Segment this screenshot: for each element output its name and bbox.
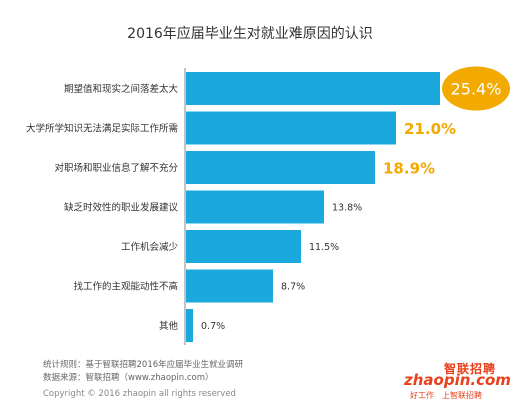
bar-5 <box>186 269 273 303</box>
category-label-0: 期望值和现实之间落差太大 <box>64 83 179 95</box>
category-label-5: 找工作的主观能动性不高 <box>73 281 178 293</box>
value-label-3: 13.8% <box>332 203 362 214</box>
bar-4 <box>186 230 301 263</box>
source-note-data: 数据来源：智联招聘（www.zhaopin.com） <box>43 373 214 383</box>
value-label-5: 8.7% <box>281 282 305 293</box>
category-label-2: 对职场和职业信息了解不充分 <box>54 162 178 174</box>
logo-slogan: 好工作 上智联招聘 <box>410 391 482 400</box>
value-label-1: 21.0% <box>404 120 456 138</box>
bars-group: 期望值和现实之间落差太大 25.4% 大学所学知识无法满足实际工作所需 21.0% 对职… <box>26 66 510 342</box>
bar-1 <box>186 111 396 145</box>
logo-name-cn: 智联招聘 <box>444 362 497 376</box>
value-label-4: 11.5% <box>309 242 339 253</box>
value-label-2: 18.9% <box>383 160 435 178</box>
category-label-1: 大学所学知识无法满足实际工作所需 <box>26 123 178 135</box>
category-label-3: 缺乏时效性的职业发展建议 <box>64 202 179 214</box>
bar-3 <box>186 190 324 224</box>
category-label-4: 工作机会减少 <box>121 241 179 253</box>
chart-title: 2016年应届毕业生对就业难原因的认识 <box>127 25 373 42</box>
logo-name-en: zhaopin.com <box>404 371 511 389</box>
value-label-6: 0.7% <box>201 321 225 332</box>
bar-2 <box>186 151 375 184</box>
highlight-bubble <box>442 66 510 111</box>
zhaopin-logo: 智联招聘 zhaopin.com 好工作 上智联招聘 <box>404 360 511 402</box>
value-label-0: 25.4% <box>451 80 502 99</box>
highlight-bubble-pointer <box>444 82 452 95</box>
source-note-rule: 统计规则：基于智联招聘2016年应届毕业生就业调研 <box>43 360 244 370</box>
bar-6 <box>186 309 193 342</box>
copyright-text: Copyright © 2016 zhaopin all rights rese… <box>43 389 236 399</box>
bar-0 <box>186 72 440 105</box>
category-label-6: 其他 <box>159 320 179 332</box>
